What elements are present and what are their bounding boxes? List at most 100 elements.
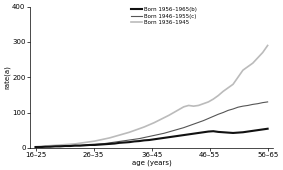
Born 1946–1955(c) xyxy=(251,103,254,105)
Born 1946–1955(c) xyxy=(118,140,121,142)
Born 1936–1945 xyxy=(207,101,210,103)
X-axis label: age (years): age (years) xyxy=(132,159,171,166)
Born 1956–1965(b) xyxy=(231,132,235,134)
Born 1956–1965(b) xyxy=(138,140,141,142)
Born 1956–1965(b) xyxy=(261,128,264,130)
Born 1956–1965(b) xyxy=(226,132,230,134)
Born 1946–1955(c) xyxy=(59,145,62,147)
Born 1956–1965(b) xyxy=(172,135,175,138)
Born 1946–1955(c) xyxy=(63,145,67,147)
Born 1946–1955(c) xyxy=(113,141,116,143)
Born 1936–1945 xyxy=(246,66,250,68)
Born 1946–1955(c) xyxy=(44,146,47,148)
Born 1946–1955(c) xyxy=(88,144,91,146)
Born 1936–1945 xyxy=(68,143,72,145)
Born 1956–1965(b) xyxy=(202,131,205,133)
Born 1936–1945 xyxy=(118,134,121,136)
Born 1936–1945 xyxy=(103,138,106,140)
Born 1936–1945 xyxy=(222,90,225,92)
Born 1956–1965(b) xyxy=(256,129,260,131)
Born 1946–1955(c) xyxy=(133,138,136,140)
Born 1956–1965(b) xyxy=(44,146,47,148)
Line: Born 1946–1955(c): Born 1946–1955(c) xyxy=(36,102,268,147)
Born 1936–1945 xyxy=(93,140,97,142)
Born 1936–1945 xyxy=(108,137,111,139)
Born 1956–1965(b) xyxy=(266,128,269,130)
Born 1946–1955(c) xyxy=(103,142,106,144)
Born 1946–1955(c) xyxy=(177,128,181,130)
Born 1956–1965(b) xyxy=(49,146,52,148)
Born 1956–1965(b) xyxy=(212,130,215,132)
Born 1946–1955(c) xyxy=(98,143,101,145)
Born 1946–1955(c) xyxy=(73,144,77,146)
Born 1956–1965(b) xyxy=(157,138,161,140)
Born 1956–1965(b) xyxy=(53,145,57,147)
Born 1956–1965(b) xyxy=(182,134,185,136)
Born 1946–1955(c) xyxy=(53,145,57,147)
Born 1946–1955(c) xyxy=(256,103,260,105)
Born 1936–1945 xyxy=(53,144,57,146)
Born 1936–1945 xyxy=(49,145,52,147)
Born 1946–1955(c) xyxy=(83,144,87,146)
Born 1936–1945 xyxy=(251,62,254,64)
Born 1956–1965(b) xyxy=(216,131,220,133)
Born 1936–1945 xyxy=(212,98,215,100)
Born 1946–1955(c) xyxy=(142,137,146,139)
Born 1946–1955(c) xyxy=(167,131,171,133)
Born 1946–1955(c) xyxy=(216,113,220,115)
Born 1956–1965(b) xyxy=(192,133,195,135)
Born 1936–1945 xyxy=(192,105,195,107)
Born 1956–1965(b) xyxy=(59,145,62,147)
Born 1936–1945 xyxy=(98,139,101,141)
Born 1936–1945 xyxy=(152,122,156,124)
Born 1956–1965(b) xyxy=(39,146,42,148)
Born 1956–1965(b) xyxy=(88,144,91,146)
Born 1956–1965(b) xyxy=(78,145,82,147)
Born 1946–1955(c) xyxy=(222,112,225,114)
Born 1956–1965(b) xyxy=(236,132,240,134)
Born 1956–1965(b) xyxy=(133,140,136,142)
Born 1946–1955(c) xyxy=(207,117,210,120)
Born 1956–1965(b) xyxy=(128,141,131,143)
Born 1936–1945 xyxy=(231,83,235,85)
Born 1936–1945 xyxy=(241,69,245,71)
Born 1936–1945 xyxy=(236,76,240,78)
Born 1956–1965(b) xyxy=(68,145,72,147)
Line: Born 1956–1965(b): Born 1956–1965(b) xyxy=(36,129,268,147)
Born 1956–1965(b) xyxy=(123,141,126,143)
Born 1946–1955(c) xyxy=(192,123,195,125)
Born 1936–1945 xyxy=(142,126,146,128)
Born 1946–1955(c) xyxy=(202,120,205,122)
Born 1936–1945 xyxy=(226,87,230,89)
Born 1936–1945 xyxy=(133,130,136,132)
Born 1936–1945 xyxy=(256,57,260,59)
Born 1946–1955(c) xyxy=(236,106,240,108)
Born 1946–1955(c) xyxy=(231,108,235,110)
Born 1956–1965(b) xyxy=(34,146,37,148)
Born 1956–1965(b) xyxy=(118,142,121,144)
Born 1956–1965(b) xyxy=(113,142,116,144)
Born 1936–1945 xyxy=(162,117,166,119)
Born 1956–1965(b) xyxy=(108,143,111,145)
Born 1946–1955(c) xyxy=(157,133,161,135)
Born 1956–1965(b) xyxy=(73,145,77,147)
Born 1936–1945 xyxy=(78,142,82,144)
Born 1946–1955(c) xyxy=(78,144,82,146)
Born 1946–1955(c) xyxy=(34,146,37,148)
Born 1956–1965(b) xyxy=(63,145,67,147)
Born 1956–1965(b) xyxy=(83,144,87,146)
Born 1946–1955(c) xyxy=(39,146,42,148)
Born 1936–1945 xyxy=(172,112,175,114)
Born 1936–1945 xyxy=(266,44,269,46)
Born 1956–1965(b) xyxy=(103,143,106,145)
Born 1956–1965(b) xyxy=(197,132,200,134)
Born 1946–1955(c) xyxy=(123,140,126,142)
Born 1956–1965(b) xyxy=(251,130,254,132)
Born 1946–1955(c) xyxy=(197,121,200,123)
Born 1956–1965(b) xyxy=(187,133,190,135)
Born 1956–1965(b) xyxy=(98,144,101,146)
Line: Born 1936–1945: Born 1936–1945 xyxy=(36,45,268,147)
Born 1936–1945 xyxy=(83,141,87,143)
Born 1946–1955(c) xyxy=(68,145,72,147)
Born 1956–1965(b) xyxy=(142,139,146,141)
